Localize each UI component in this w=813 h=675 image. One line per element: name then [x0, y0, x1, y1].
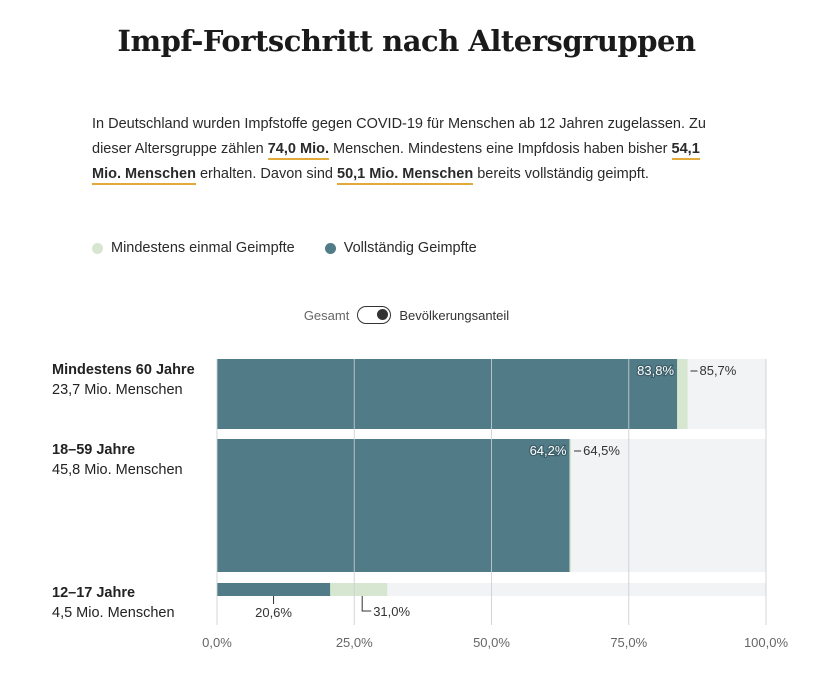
value-leader-once	[361, 596, 372, 612]
intro-text-3: erhalten. Davon sind	[195, 166, 337, 182]
bar-fully-vaccinated	[217, 359, 678, 429]
legend-swatch-teal	[324, 242, 336, 254]
x-tick-label: 0,0%	[202, 635, 232, 650]
group-name: 18–59 Jahre	[52, 442, 136, 458]
highlight-at-least-once: 54,1 Mio. Menschen	[92, 141, 700, 185]
bar-fully-vaccinated	[217, 439, 570, 572]
intro-text-2: Menschen. Mindestens eine Impfdosis habe…	[328, 141, 672, 157]
group-name: Mindestens 60 Jahre	[52, 362, 195, 378]
legend-swatch-light-green	[92, 242, 103, 254]
highlight-fully-vaccinated: 50,1 Mio. Menschen	[337, 166, 474, 185]
x-tick-label: 75,0%	[610, 635, 647, 650]
x-tick-label: 50,0%	[473, 635, 510, 650]
intro-text-1: In Deutschland wurden Impfstoffe gegen C…	[92, 116, 706, 157]
page-title: Impf-Fortschritt nach Altersgruppen	[117, 24, 696, 58]
legend-label: Mindestens einmal Geimpfte	[111, 240, 295, 256]
toggle-switch[interactable]	[357, 306, 392, 324]
x-tick-label: 25,0%	[336, 635, 373, 650]
legend-item-at-least-once: Mindestens einmal Geimpfte	[92, 240, 295, 256]
group-label-12-17: 12–17 Jahre 4,5 Mio. Menschen	[52, 583, 175, 623]
x-tick-label: 100,0%	[744, 635, 789, 650]
group-population: 23,7 Mio. Menschen	[52, 382, 183, 398]
legend-item-fully: Vollständig Geimpfte	[324, 240, 477, 256]
chart-legend: Mindestens einmal Geimpfte Vollständig G…	[92, 240, 507, 256]
toggle-knob	[377, 309, 389, 320]
value-label-once: 64,5%	[583, 443, 620, 458]
intro-paragraph: In Deutschland wurden Impfstoffe gegen C…	[92, 112, 732, 187]
group-population: 45,8 Mio. Menschen	[52, 462, 183, 478]
view-toggle: Gesamt Bevölkerungsanteil	[0, 306, 813, 324]
toggle-label-share[interactable]: Bevölkerungsanteil	[399, 307, 510, 323]
group-population: 4,5 Mio. Menschen	[52, 605, 175, 621]
value-label-once: 85,7%	[699, 363, 736, 378]
group-label-18-59: 18–59 Jahre 45,8 Mio. Menschen	[52, 440, 183, 480]
legend-label: Vollständig Geimpfte	[343, 240, 477, 256]
value-label-fully: 64,2%	[530, 443, 567, 458]
intro-text-4: bereits vollständig geimpft.	[473, 166, 649, 182]
value-label-fully: 20,6%	[255, 605, 292, 620]
highlight-population-total: 74,0 Mio.	[267, 141, 329, 160]
value-label-once: 31,0%	[373, 604, 410, 619]
group-name: 12–17 Jahre	[52, 585, 136, 601]
value-label-fully: 83,8%	[637, 363, 674, 378]
toggle-label-gesamt[interactable]: Gesamt	[303, 307, 350, 323]
group-label-60plus: Mindestens 60 Jahre 23,7 Mio. Menschen	[52, 360, 195, 400]
bar-fully-vaccinated	[217, 583, 331, 596]
